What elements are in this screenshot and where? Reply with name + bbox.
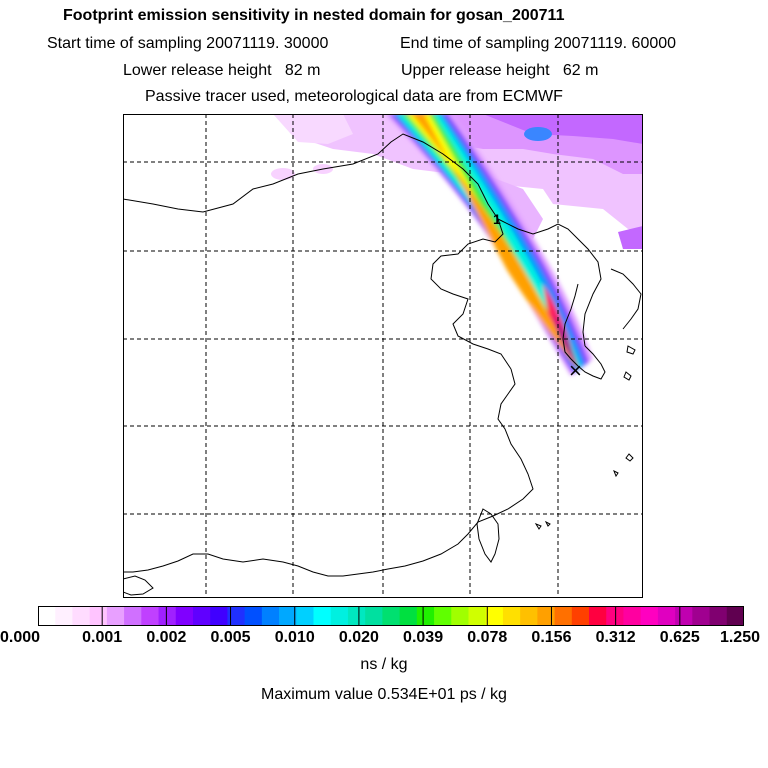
colorbar-swatch: [296, 606, 315, 626]
colorbar-tick-label: 0.002: [146, 629, 187, 646]
sampling-start: Start time of sampling 20071119. 30000: [47, 35, 329, 52]
colorbar-tick-label: 0.020: [338, 629, 379, 646]
lat-lon-grid: [123, 114, 643, 598]
colorbar-swatch: [416, 606, 435, 626]
colorbar-unit: ns / kg: [360, 656, 408, 673]
colorbar-swatch: [606, 606, 624, 626]
colorbar-swatch: [330, 606, 349, 626]
colorbar-tick-label: 0.010: [274, 629, 315, 646]
colorbar-tick-label: 0.000: [0, 629, 41, 646]
coast-korea-north: [497, 218, 602, 347]
field-blue-spot: [524, 127, 552, 141]
colorbar-swatch: [692, 606, 711, 626]
colorbar-swatch: [72, 606, 91, 626]
maximum-value: Maximum value 0.534E+01 ps / kg: [261, 686, 507, 703]
footprint-map: 1 ×: [123, 114, 643, 598]
colorbar-tick-label: 0.625: [659, 629, 700, 646]
colorbar-swatch: [468, 606, 487, 626]
colorbar-swatch: [571, 606, 590, 626]
trajectory-marker-label: 1: [493, 211, 501, 227]
colorbar-swatch: [38, 606, 56, 626]
colorbar-swatch: [192, 606, 211, 626]
colorbar-swatch: [227, 606, 246, 626]
island-japan-2: [623, 371, 632, 381]
colorbar-swatch: [399, 606, 418, 626]
island-taiwan: [476, 508, 500, 563]
colorbar-tick-label: 0.001: [82, 629, 123, 646]
island-small-1: [534, 522, 542, 530]
colorbar-swatch: [640, 606, 659, 626]
colorbar-swatch: [124, 606, 142, 626]
colorbar-swatch: [451, 606, 469, 626]
coast-bohai: [430, 218, 512, 370]
coast-korea-south: [562, 283, 606, 380]
tracer-note: Passive tracer used, meteorological data…: [145, 88, 563, 105]
field-spot-1: [271, 168, 295, 180]
colorbar-swatch: [244, 606, 263, 626]
colorbar-swatch: [313, 606, 332, 626]
colorbar-swatch: [141, 606, 160, 626]
island-hainan: [123, 575, 154, 596]
colorbar-swatch: [657, 606, 676, 626]
island-ryukyu-2: [613, 469, 619, 478]
colorbar-tick-label: 0.156: [531, 629, 572, 646]
plot-title: Footprint emission sensitivity in nested…: [63, 7, 565, 24]
colorbar-swatch: [89, 606, 108, 626]
plume-band-magenta: [553, 314, 579, 370]
field-purple: [483, 114, 643, 144]
colorbar-swatch: [210, 606, 228, 626]
coast-japan-sea: [610, 268, 642, 330]
colorbar-swatch: [434, 606, 452, 626]
island-japan-1: [626, 345, 636, 355]
colorbar-tick-label: 0.005: [210, 629, 251, 646]
lower-release-height: Lower release height 82 m: [123, 62, 321, 79]
island-small-2: [544, 520, 551, 527]
colorbar-swatch: [537, 606, 556, 626]
colorbar-swatch: [502, 606, 521, 626]
colorbar-frame: [38, 606, 744, 626]
colorbar-swatch: [675, 606, 693, 626]
colorbar-swatch: [589, 606, 607, 626]
colorbar-swatch: [709, 606, 728, 626]
colorbar-swatch: [158, 606, 177, 626]
colorbar-swatch: [485, 606, 504, 626]
colorbar-swatch: [554, 606, 573, 626]
border-mongolia: [123, 133, 499, 220]
colorbar-tick-label: 1.250: [719, 629, 760, 646]
coastlines: [123, 133, 642, 596]
colorbar: [37, 606, 745, 626]
receptor-station-marker: ×: [569, 358, 582, 383]
colorbar-tick-label: 0.312: [595, 629, 636, 646]
map-frame: [123, 114, 643, 598]
island-ryukyu-1: [625, 453, 634, 462]
coast-china-south: [123, 368, 534, 577]
colorbar-swatch: [106, 606, 125, 626]
colorbar-swatch: [623, 606, 642, 626]
colorbar-swatch: [175, 606, 194, 626]
upper-release-height: Upper release height 62 m: [401, 62, 599, 79]
colorbar-swatch: [726, 606, 745, 626]
colorbar-swatch: [261, 606, 280, 626]
colorbar-tick-label: 0.078: [467, 629, 508, 646]
colorbar-swatch: [382, 606, 401, 626]
colorbar-swatch: [55, 606, 73, 626]
colorbar-swatch: [347, 606, 366, 626]
colorbar-svg: [37, 606, 745, 626]
sampling-end: End time of sampling 20071119. 60000: [400, 35, 677, 52]
colorbar-swatch: [365, 606, 383, 626]
colorbar-tick-label: 0.039: [403, 629, 444, 646]
colorbar-swatch: [520, 606, 538, 626]
colorbar-swatch: [279, 606, 297, 626]
field-east-patch: [618, 226, 643, 249]
